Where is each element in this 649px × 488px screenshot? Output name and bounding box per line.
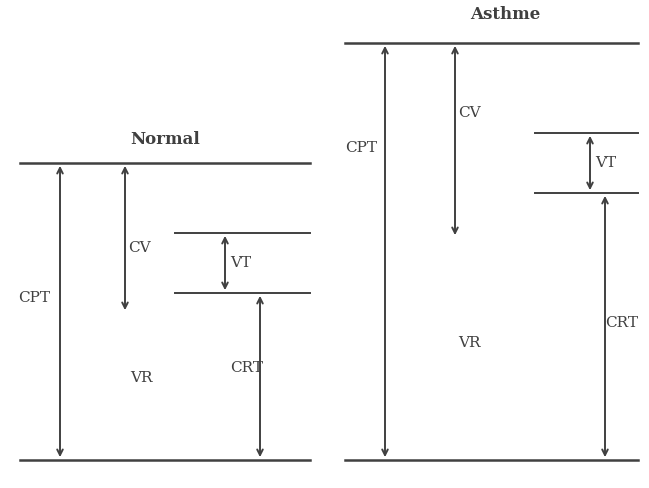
- Text: CPT: CPT: [345, 141, 377, 155]
- Text: CRT: CRT: [230, 361, 263, 375]
- Text: VR: VR: [458, 336, 480, 350]
- Text: VT: VT: [230, 256, 251, 270]
- Text: VT: VT: [595, 156, 616, 170]
- Text: VR: VR: [130, 371, 153, 385]
- Text: Asthme: Asthme: [470, 6, 540, 23]
- Text: CRT: CRT: [605, 316, 638, 330]
- Text: CV: CV: [458, 106, 481, 120]
- Text: CV: CV: [128, 241, 151, 255]
- Text: CPT: CPT: [18, 291, 50, 305]
- Text: Normal: Normal: [130, 131, 200, 148]
